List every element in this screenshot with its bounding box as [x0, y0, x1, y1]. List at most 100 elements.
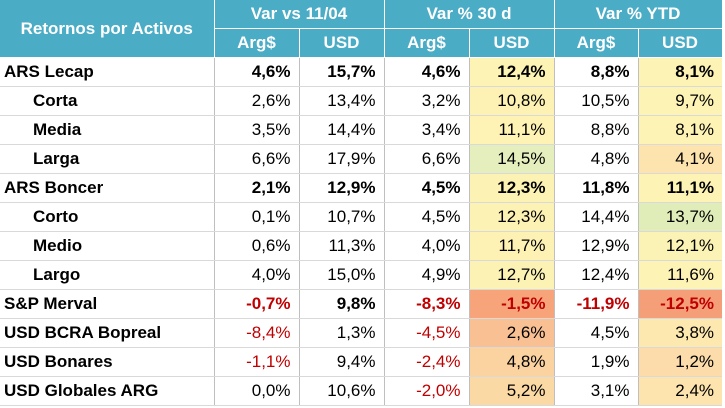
table-body: ARS Lecap 4,6% 15,7% 4,6% 12,4% 8,8% 8,1… — [0, 57, 723, 406]
cell: 4,9% — [383, 260, 469, 290]
group-header-var-30d: Var % 30 d — [384, 0, 555, 29]
row-label: Media — [0, 115, 214, 145]
table-row: S&P Merval -0,7% 9,8% -8,3% -1,5% -11,9%… — [0, 289, 723, 319]
row-label: Medio — [0, 231, 214, 261]
cell: -2,0% — [383, 376, 469, 406]
cell: 14,4% — [298, 115, 384, 145]
cell: 12,4% — [553, 260, 638, 290]
cell: 3,4% — [383, 115, 469, 145]
cell: 12,1% — [637, 231, 723, 261]
cell: 3,8% — [637, 318, 723, 348]
cell: 2,6% — [468, 318, 554, 348]
cell: 4,8% — [553, 144, 638, 174]
subcol-header: USD — [469, 28, 555, 58]
cell: 4,0% — [213, 260, 299, 290]
cell: 15,0% — [298, 260, 384, 290]
cell: 0,0% — [213, 376, 299, 406]
table-row: USD Bonares -1,1% 9,4% -2,4% 4,8% 1,9% 1… — [0, 347, 723, 377]
cell: 9,7% — [637, 86, 723, 116]
cell: 12,7% — [468, 260, 554, 290]
row-label: Largo — [0, 260, 214, 290]
row-label: Larga — [0, 144, 214, 174]
subcol-header: Arg$ — [384, 28, 470, 58]
cell: -1,1% — [213, 347, 299, 377]
cell: 4,5% — [553, 318, 638, 348]
table-row: Corto 0,1% 10,7% 4,5% 12,3% 14,4% 13,7% — [0, 202, 723, 232]
cell: 1,9% — [553, 347, 638, 377]
cell: 14,5% — [468, 144, 554, 174]
table-row: USD BCRA Bopreal -8,4% 1,3% -4,5% 2,6% 4… — [0, 318, 723, 348]
cell: -8,4% — [213, 318, 299, 348]
table-row: ARS Lecap 4,6% 15,7% 4,6% 12,4% 8,8% 8,1… — [0, 57, 723, 87]
cell: 11,8% — [553, 173, 638, 203]
table-row: Largo 4,0% 15,0% 4,9% 12,7% 12,4% 11,6% — [0, 260, 723, 290]
cell: -1,5% — [468, 289, 554, 319]
cell: 10,6% — [298, 376, 384, 406]
cell: 10,7% — [298, 202, 384, 232]
cell: 2,6% — [213, 86, 299, 116]
table-row: Medio 0,6% 11,3% 4,0% 11,7% 12,9% 12,1% — [0, 231, 723, 261]
cell: 8,1% — [637, 115, 723, 145]
cell: 6,6% — [213, 144, 299, 174]
row-label: Corto — [0, 202, 214, 232]
cell: 13,7% — [637, 202, 723, 232]
row-label: USD Globales ARG — [0, 376, 214, 406]
cell: 11,6% — [637, 260, 723, 290]
cell: 2,1% — [213, 173, 299, 203]
cell: 14,4% — [553, 202, 638, 232]
cell: 3,5% — [213, 115, 299, 145]
cell: 4,1% — [637, 144, 723, 174]
cell: 4,5% — [383, 173, 469, 203]
row-label: S&P Merval — [0, 289, 214, 319]
cell: 12,3% — [468, 173, 554, 203]
cell: 12,4% — [468, 57, 554, 87]
group-header-var-ytd: Var % YTD — [554, 0, 723, 29]
cell: 4,5% — [383, 202, 469, 232]
cell: 11,1% — [637, 173, 723, 203]
cell: 1,3% — [298, 318, 384, 348]
subcol-header: Arg$ — [214, 28, 300, 58]
cell: 3,2% — [383, 86, 469, 116]
cell: 8,1% — [637, 57, 723, 87]
cell: 8,8% — [553, 115, 638, 145]
cell: 12,3% — [468, 202, 554, 232]
cell: -11,9% — [553, 289, 638, 319]
table-row: Media 3,5% 14,4% 3,4% 11,1% 8,8% 8,1% — [0, 115, 723, 145]
cell: 15,7% — [298, 57, 384, 87]
row-label: USD Bonares — [0, 347, 214, 377]
table-row: ARS Boncer 2,1% 12,9% 4,5% 12,3% 11,8% 1… — [0, 173, 723, 203]
cell: 10,8% — [468, 86, 554, 116]
row-label: Corta — [0, 86, 214, 116]
cell: 13,4% — [298, 86, 384, 116]
row-label: ARS Lecap — [0, 57, 214, 87]
cell: 4,0% — [383, 231, 469, 261]
subcol-header: Arg$ — [554, 28, 639, 58]
cell: 11,3% — [298, 231, 384, 261]
subcol-header: USD — [299, 28, 385, 58]
cell: 1,2% — [637, 347, 723, 377]
cell: 4,8% — [468, 347, 554, 377]
row-label: ARS Boncer — [0, 173, 214, 203]
cell: 4,6% — [213, 57, 299, 87]
cell: -2,4% — [383, 347, 469, 377]
cell: 11,7% — [468, 231, 554, 261]
cell: 6,6% — [383, 144, 469, 174]
cell: -8,3% — [383, 289, 469, 319]
cell: 11,1% — [468, 115, 554, 145]
cell: 10,5% — [553, 86, 638, 116]
cell: 9,8% — [298, 289, 384, 319]
row-label: USD BCRA Bopreal — [0, 318, 214, 348]
cell: 3,1% — [553, 376, 638, 406]
cell: 2,4% — [637, 376, 723, 406]
cell: -0,7% — [213, 289, 299, 319]
cell: 12,9% — [298, 173, 384, 203]
cell: 12,9% — [553, 231, 638, 261]
table-row: Larga 6,6% 17,9% 6,6% 14,5% 4,8% 4,1% — [0, 144, 723, 174]
cell: 0,6% — [213, 231, 299, 261]
cell: -12,5% — [637, 289, 723, 319]
table-row: USD Globales ARG 0,0% 10,6% -2,0% 5,2% 3… — [0, 376, 723, 406]
table-row: Corta 2,6% 13,4% 3,2% 10,8% 10,5% 9,7% — [0, 86, 723, 116]
cell: 8,8% — [553, 57, 638, 87]
cell: 0,1% — [213, 202, 299, 232]
